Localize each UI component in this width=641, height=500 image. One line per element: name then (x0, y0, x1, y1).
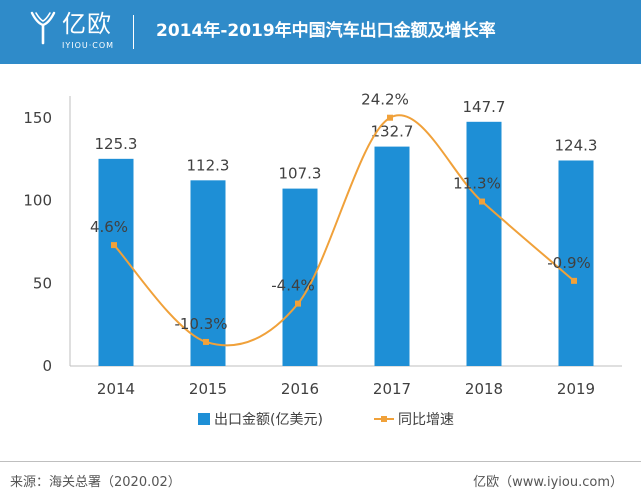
growth-rate-point (295, 300, 301, 307)
x-tick-label: 2019 (557, 380, 595, 398)
bar-value-label: 125.3 (95, 135, 138, 153)
x-tick-label: 2015 (189, 380, 227, 398)
growth-rate-point (203, 338, 209, 345)
bar (466, 121, 502, 366)
y-tick-label: 0 (42, 357, 52, 375)
y-tick-label: 50 (33, 274, 52, 292)
header-banner: 亿欧 IYIOU·COM 2014年-2019年中国汽车出口金额及增长率 (0, 0, 641, 64)
bar (558, 160, 594, 366)
growth-rate-point (111, 242, 117, 249)
chart-area: 0 50 100 150 125.3 2014 112.3 2015 107.3 2016 132.… (0, 64, 641, 464)
legend-bar-swatch (198, 413, 210, 425)
y-tick-label: 150 (23, 109, 52, 127)
growth-rate-point (387, 114, 393, 121)
source-note: 来源：海关总署（2020.02） (10, 475, 181, 490)
x-tick-label: 2018 (465, 380, 503, 398)
bar-value-label: 124.3 (555, 136, 598, 154)
y-tick-label: 100 (23, 192, 52, 210)
bar-value-label: 107.3 (279, 165, 322, 183)
brand-subtitle: IYIOU·COM (62, 41, 115, 50)
growth-rate-label: 11.3% (453, 175, 501, 193)
growth-rate-label: -10.3% (174, 315, 227, 333)
bar (282, 188, 318, 366)
growth-rate-label: -4.4% (271, 277, 315, 295)
iyiou-logo-icon (30, 11, 56, 45)
brand-name: 亿欧 (62, 10, 112, 38)
header-divider (133, 15, 134, 49)
chart-title: 2014年-2019年中国汽车出口金额及增长率 (156, 21, 496, 41)
growth-rate-label: -0.9% (547, 254, 591, 272)
bar (374, 146, 410, 366)
growth-rate-point (571, 277, 577, 284)
x-tick-label: 2017 (373, 380, 411, 398)
footer-divider (0, 461, 641, 462)
legend-bar-label: 出口金额(亿美元) (214, 412, 323, 428)
combo-chart: 050100150125.32014112.32015107.32016132.… (23, 91, 622, 428)
growth-rate-label: 24.2% (361, 91, 409, 109)
x-tick-label: 2016 (281, 380, 319, 398)
legend-line-label: 同比增速 (398, 412, 454, 428)
bar-value-label: 147.7 (463, 98, 506, 116)
x-tick-label: 2014 (97, 380, 135, 398)
legend-line-marker (381, 416, 387, 422)
growth-rate-line (113, 114, 575, 347)
growth-rate-point (479, 198, 485, 205)
credit-note: 亿欧（www.iyiou.com） (473, 475, 623, 490)
bar (190, 180, 226, 366)
bar-value-label: 112.3 (187, 156, 230, 174)
growth-rate-label: 4.6% (90, 218, 128, 236)
